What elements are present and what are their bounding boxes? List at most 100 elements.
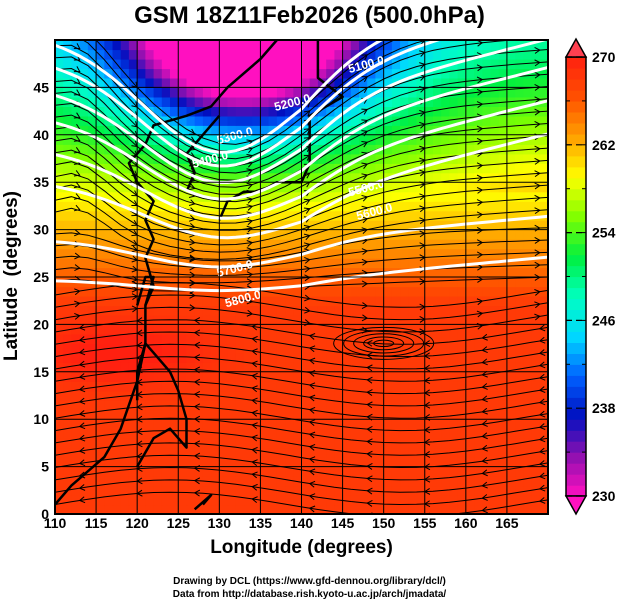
field-cell bbox=[539, 476, 548, 487]
field-cell bbox=[112, 476, 122, 487]
field-cell bbox=[408, 381, 418, 392]
field-cell bbox=[161, 77, 171, 88]
field-cell bbox=[219, 343, 229, 354]
field-cell bbox=[433, 191, 442, 202]
field-cell bbox=[137, 68, 146, 79]
field-cell bbox=[482, 40, 492, 51]
streamline-arrow bbox=[193, 477, 201, 485]
colorbar-segment bbox=[566, 463, 586, 475]
streamline-arrow bbox=[361, 162, 369, 169]
streamline-arrow bbox=[538, 447, 546, 455]
field-cell bbox=[350, 400, 360, 411]
field-cell bbox=[317, 314, 327, 325]
field-cell bbox=[137, 381, 146, 392]
field-cell bbox=[211, 59, 220, 70]
streamline-arrow bbox=[534, 261, 541, 269]
field-cell bbox=[301, 239, 311, 250]
field-cell bbox=[128, 40, 138, 51]
field-cell bbox=[96, 220, 105, 231]
field-cell bbox=[268, 239, 278, 250]
field-cell bbox=[317, 182, 327, 193]
field-cell bbox=[523, 438, 533, 449]
field-cell bbox=[301, 362, 311, 373]
field-cell bbox=[465, 438, 475, 449]
field-cell bbox=[383, 277, 393, 288]
field-cell bbox=[145, 182, 155, 193]
field-cell bbox=[334, 210, 344, 221]
field-cell bbox=[120, 115, 130, 126]
field-cell bbox=[490, 419, 500, 430]
field-cell bbox=[235, 59, 245, 70]
field-cell bbox=[326, 447, 335, 458]
field-cell bbox=[244, 495, 253, 506]
field-cell bbox=[145, 68, 155, 79]
field-cell bbox=[449, 381, 459, 392]
field-cell bbox=[482, 87, 492, 98]
field-cell bbox=[383, 77, 393, 88]
field-cell bbox=[120, 134, 130, 145]
field-cell bbox=[301, 77, 311, 88]
field-cell bbox=[433, 409, 442, 420]
field-cell bbox=[408, 324, 418, 335]
field-cell bbox=[424, 352, 434, 363]
streamline-arrow bbox=[308, 443, 316, 451]
field-cell bbox=[128, 324, 138, 335]
field-cell bbox=[449, 106, 459, 117]
field-cell bbox=[506, 286, 516, 297]
field-cell bbox=[153, 248, 163, 259]
field-cell bbox=[153, 343, 163, 354]
field-cell bbox=[104, 248, 114, 259]
field-cell bbox=[293, 305, 303, 316]
field-cell bbox=[293, 258, 303, 269]
field-cell bbox=[137, 305, 146, 316]
field-cell bbox=[137, 191, 146, 202]
field-cell bbox=[391, 476, 401, 487]
field-cell bbox=[317, 68, 327, 79]
field-cell bbox=[309, 476, 319, 487]
field-cell bbox=[260, 305, 270, 316]
field-cell bbox=[137, 504, 146, 514]
field-cell bbox=[153, 390, 163, 401]
field-cell bbox=[293, 220, 303, 231]
field-cell bbox=[112, 324, 122, 335]
field-cell bbox=[350, 191, 360, 202]
field-cell bbox=[227, 172, 237, 183]
field-cell bbox=[391, 258, 401, 269]
field-cell bbox=[244, 248, 253, 259]
field-cell bbox=[449, 134, 459, 145]
streamline-arrow bbox=[476, 310, 484, 318]
field-cell bbox=[375, 125, 385, 136]
field-cell bbox=[71, 362, 81, 373]
field-cell bbox=[515, 49, 524, 60]
field-cell bbox=[383, 409, 393, 420]
streamline-arrow bbox=[251, 434, 258, 442]
field-cell bbox=[63, 286, 72, 297]
colorbar-tick-label: 262 bbox=[592, 137, 616, 153]
field-cell bbox=[293, 163, 303, 174]
field-cell bbox=[506, 419, 516, 430]
field-cell bbox=[400, 163, 409, 174]
field-cell bbox=[416, 381, 426, 392]
field-cell bbox=[449, 172, 459, 183]
field-cell bbox=[457, 305, 467, 316]
streamline-arrow bbox=[361, 194, 369, 202]
field-cell bbox=[79, 248, 89, 259]
field-cell bbox=[161, 400, 171, 411]
field-cell bbox=[227, 248, 237, 259]
field-cell bbox=[474, 106, 483, 117]
field-cell bbox=[96, 314, 105, 325]
streamline-arrow bbox=[78, 323, 86, 331]
field-cell bbox=[268, 68, 278, 79]
field-cell bbox=[87, 438, 97, 449]
field-cell bbox=[424, 210, 434, 221]
streamline-arrow bbox=[538, 324, 546, 332]
field-cell bbox=[474, 115, 483, 126]
field-cell bbox=[408, 258, 418, 269]
field-cell bbox=[433, 495, 442, 506]
field-cell bbox=[79, 191, 89, 202]
field-cell bbox=[342, 277, 352, 288]
field-cell bbox=[515, 77, 524, 88]
field-cell bbox=[219, 40, 229, 51]
field-cell bbox=[391, 201, 401, 212]
field-cell bbox=[170, 381, 179, 392]
